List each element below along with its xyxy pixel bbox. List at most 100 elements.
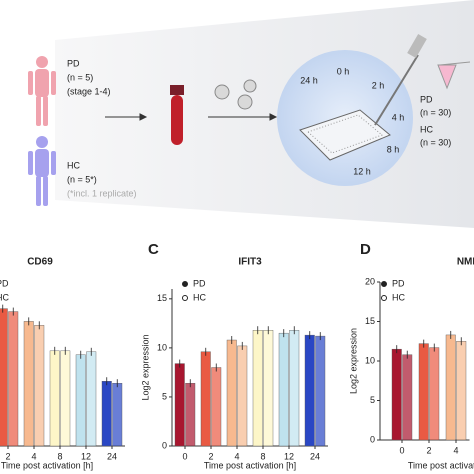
bar [86, 351, 97, 447]
x-tick-label: 2 [426, 445, 431, 455]
legend-marker [182, 281, 188, 287]
group-n: (n = 5*) [67, 174, 97, 184]
legend-label: PD [392, 278, 405, 288]
bar [101, 381, 112, 447]
timepoint-label: 4 h [392, 112, 405, 122]
group-detail: (*incl. 1 replicate) [67, 188, 137, 198]
bar [418, 343, 429, 441]
bar [252, 330, 263, 447]
x-tick-label: 4 [234, 451, 239, 461]
bar [263, 330, 274, 447]
group-label: HC [67, 160, 80, 170]
x-tick-label: 8 [57, 451, 62, 461]
bar [315, 335, 326, 447]
legend-marker [381, 281, 387, 287]
x-tick-label: 4 [31, 451, 36, 461]
bar [200, 351, 211, 447]
bar [34, 325, 45, 447]
bar [174, 363, 185, 447]
x-tick-label: 2 [5, 451, 10, 461]
bar [391, 348, 402, 441]
y-tick-label: 0 [370, 434, 375, 444]
y-tick-label: 15 [157, 293, 167, 303]
y-tick-label: 10 [157, 342, 167, 352]
x-tick-label: 12 [81, 451, 91, 461]
pd-figure [28, 56, 56, 126]
chart-panel: D NMI Log2 expression 0 5 10 15 20 0 2 4 Time post … [348, 241, 474, 470]
y-tick-label: 15 [365, 316, 375, 326]
bar [445, 334, 456, 441]
output-label: PD [420, 94, 433, 104]
chart-title: IFIT3 [238, 257, 262, 268]
output-tube [437, 64, 457, 90]
x-tick-label: 24 [107, 451, 117, 461]
bar [23, 321, 34, 447]
charts: CD6902481224Time post activation [h]PDHC… [0, 241, 474, 470]
bar [8, 311, 19, 447]
y-axis-label: Log2 expression [140, 334, 150, 400]
x-tick-label: 2 [208, 451, 213, 461]
timepoint-label: 12 h [353, 166, 371, 176]
panel-label: C [148, 241, 159, 258]
timepoint-label: 2 h [372, 80, 385, 90]
output-label: HC [420, 124, 433, 134]
bar [75, 354, 86, 447]
bar [0, 308, 8, 447]
legend-label: HC [193, 292, 206, 302]
arrows [105, 113, 278, 121]
panel-label: D [360, 241, 371, 258]
chart-title: CD69 [27, 257, 53, 268]
bar [289, 330, 300, 447]
y-tick-label: 10 [365, 355, 375, 365]
bar [402, 354, 413, 441]
x-axis-label: Time post activation [h] [204, 460, 296, 470]
x-tick-label: 8 [260, 451, 265, 461]
x-axis-label: Time post activation [h] [1, 460, 93, 470]
y-tick-label: 5 [370, 395, 375, 405]
output-n: (n = 30) [420, 107, 451, 117]
tube-lid [439, 61, 471, 66]
y-tick-label: 0 [162, 440, 167, 450]
bar [237, 345, 248, 447]
bar [429, 347, 440, 441]
schematic: PD (n = 5) (stage 1-4) HC (n = 5*) (*inc… [28, 0, 474, 228]
bar [185, 383, 196, 447]
group-label: PD [67, 58, 80, 68]
hc-figure [28, 136, 56, 206]
chart-title: NMI [457, 257, 474, 268]
timepoint-label: 24 h [300, 75, 318, 85]
bar [211, 367, 222, 447]
output-n: (n = 30) [420, 137, 451, 147]
y-tick-label: 5 [162, 391, 167, 401]
x-tick-label: 0 [399, 445, 404, 455]
group-detail: (stage 1-4) [67, 86, 111, 96]
timepoint-label: 8 h [387, 144, 400, 154]
y-tick-label: 20 [365, 276, 375, 286]
pipette [374, 33, 427, 126]
bar [49, 350, 60, 447]
well-plate [299, 109, 391, 161]
legend-label: PD [0, 278, 9, 288]
cells [214, 79, 257, 110]
legend-marker [182, 295, 188, 301]
legend-marker [381, 295, 387, 301]
timepoint-label: 0 h [337, 66, 350, 76]
legend-label: HC [392, 292, 405, 302]
bar [278, 332, 289, 447]
x-tick-label: 24 [310, 451, 320, 461]
bar [112, 383, 123, 447]
bar [304, 334, 315, 447]
bar [226, 339, 237, 447]
group-n: (n = 5) [67, 72, 93, 82]
legend-label: PD [193, 278, 206, 288]
legend-label: HC [0, 292, 9, 302]
y-axis-label: Log2 expression [348, 328, 358, 394]
x-tick-label: 12 [284, 451, 294, 461]
bar [60, 350, 71, 447]
bar [456, 341, 467, 441]
blood-tube [170, 85, 184, 145]
x-tick-label: 0 [182, 451, 187, 461]
